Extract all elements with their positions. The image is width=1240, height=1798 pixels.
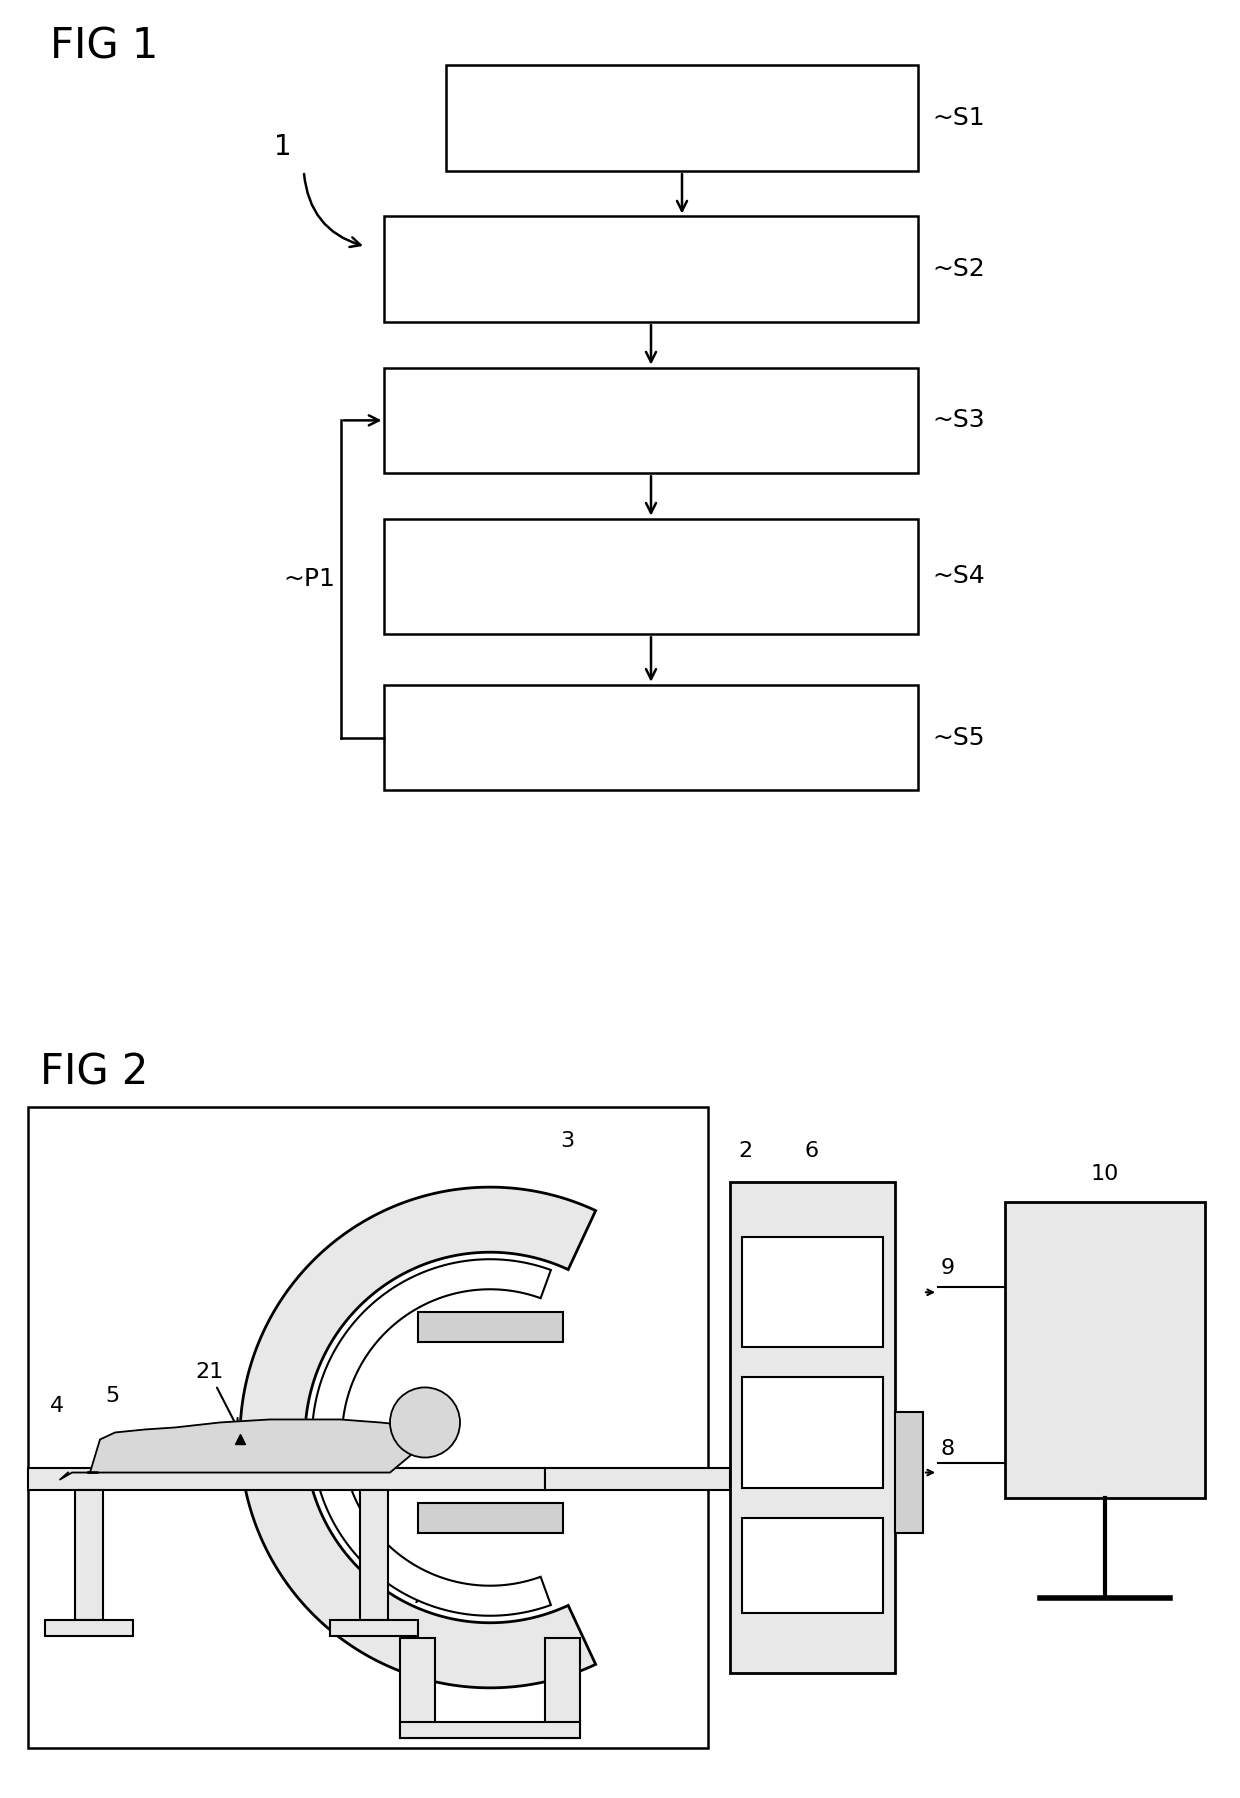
Text: FIG 2: FIG 2 <box>40 1052 149 1093</box>
Bar <box>546 1638 580 1739</box>
Bar <box>401 1638 435 1739</box>
Text: 22: 22 <box>355 1607 383 1627</box>
Text: 3: 3 <box>560 1131 574 1151</box>
Polygon shape <box>312 1259 551 1616</box>
Bar <box>1004 1203 1205 1498</box>
Bar <box>74 1489 103 1620</box>
Text: ~S1: ~S1 <box>932 106 985 129</box>
Bar <box>742 1237 883 1347</box>
Bar <box>418 1503 563 1532</box>
Bar <box>384 685 918 791</box>
Text: 9: 9 <box>941 1259 955 1278</box>
Bar <box>742 1518 883 1613</box>
Text: ~S4: ~S4 <box>932 565 986 588</box>
Polygon shape <box>241 1187 595 1688</box>
Text: 6: 6 <box>805 1142 820 1162</box>
Text: 1: 1 <box>274 133 291 162</box>
Text: FIG 1: FIG 1 <box>50 25 157 67</box>
Bar <box>330 1620 418 1636</box>
Bar <box>384 216 918 322</box>
Text: ~S2: ~S2 <box>932 257 986 280</box>
Bar <box>546 1467 730 1489</box>
Text: ~S3: ~S3 <box>932 408 985 432</box>
Text: 8: 8 <box>941 1438 955 1458</box>
Bar <box>384 518 918 635</box>
Polygon shape <box>88 1419 430 1473</box>
Bar <box>384 367 918 473</box>
Text: 7: 7 <box>410 1586 424 1607</box>
Polygon shape <box>60 1473 98 1480</box>
Text: 5: 5 <box>105 1386 119 1406</box>
Text: 21: 21 <box>195 1363 238 1428</box>
Bar <box>29 1108 708 1748</box>
Text: 10: 10 <box>1091 1163 1120 1185</box>
Bar <box>401 1722 580 1739</box>
Bar <box>895 1413 923 1532</box>
Text: ~P1: ~P1 <box>283 566 335 592</box>
Bar <box>418 1313 563 1343</box>
Circle shape <box>391 1388 460 1458</box>
Bar <box>45 1620 133 1636</box>
Bar <box>730 1181 895 1672</box>
Bar <box>29 1467 546 1489</box>
Bar <box>446 65 918 171</box>
Text: ~S5: ~S5 <box>932 726 985 750</box>
Text: 2: 2 <box>738 1142 753 1162</box>
Bar <box>742 1377 883 1487</box>
Bar <box>360 1489 388 1620</box>
Text: 4: 4 <box>50 1397 64 1417</box>
